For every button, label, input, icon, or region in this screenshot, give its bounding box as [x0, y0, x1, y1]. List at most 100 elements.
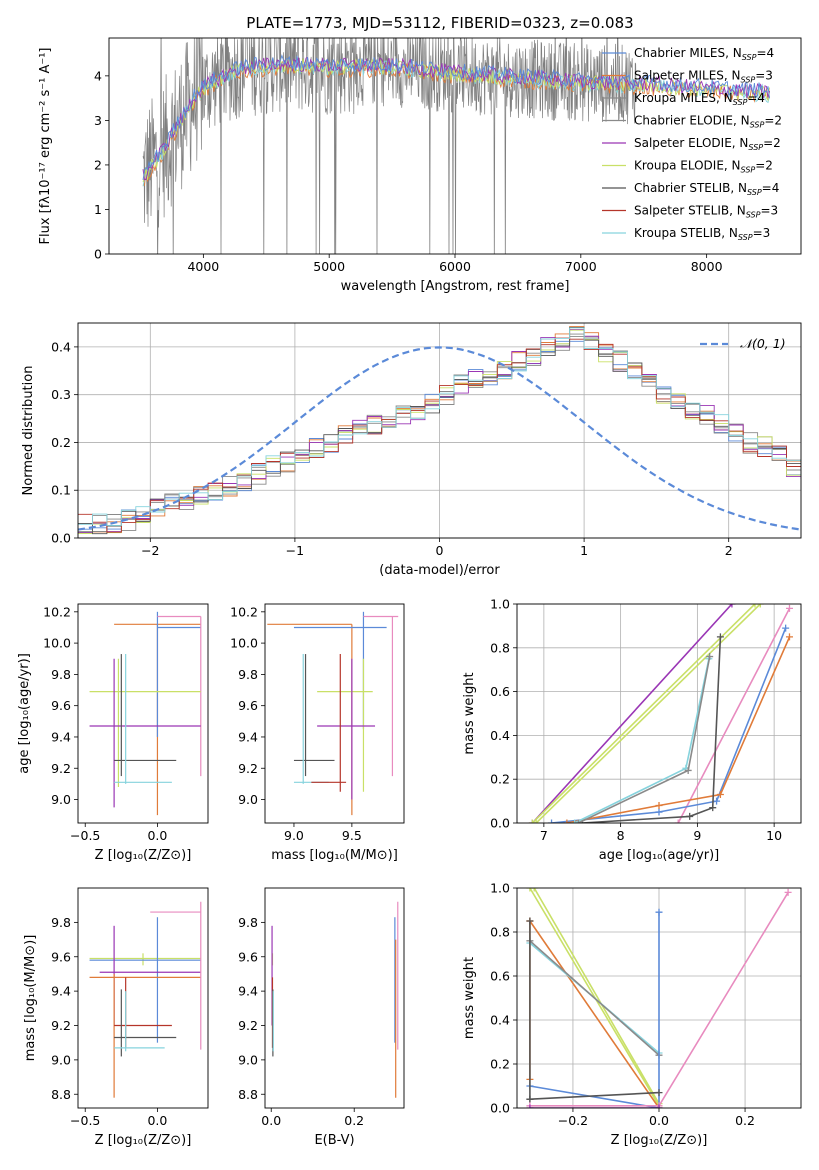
- y-tick-label: 9.2: [51, 761, 71, 776]
- panel-mass_vs_ebv: 0.0 0.2 8.8 9.0 9.2 9.4 9.6 9.8 E(B-V): [238, 887, 405, 1148]
- legend-subscript: SSP: [742, 53, 757, 62]
- legend-label: Salpeter ELODIE, N: [634, 136, 748, 150]
- series-marker: [655, 1104, 663, 1108]
- legend-subscript: SSP: [733, 98, 748, 107]
- x-tick-label: 6000: [439, 259, 471, 274]
- x-tick-label: 9.0: [284, 828, 304, 843]
- series-marker: [706, 653, 714, 661]
- y-tick-label: 0.8: [490, 925, 510, 940]
- y-tick-label: 0.0: [490, 816, 510, 831]
- series-line: [551, 627, 787, 823]
- y-tick-label: 9.2: [51, 1018, 71, 1033]
- y-tick-label: 0.2: [490, 772, 510, 787]
- chart-title: PLATE=1773, MJD=53112, FIBERID=0323, z=0…: [246, 14, 633, 32]
- series-marker: [532, 819, 540, 823]
- x-tick-label: 0.0: [147, 828, 167, 843]
- y-tick-label: 9.8: [51, 915, 71, 930]
- x-tick-label: 0.0: [261, 1113, 281, 1128]
- y-tick-label: 9.8: [238, 915, 258, 930]
- series-marker: [716, 633, 724, 641]
- data-point: [114, 654, 177, 777]
- y-tick-label: 9.8: [238, 667, 258, 682]
- series-marker: [716, 791, 724, 799]
- data-point: [156, 611, 201, 737]
- legend-value: =3: [753, 226, 771, 240]
- series-line: [677, 608, 791, 823]
- x-tick-label: 0.0: [649, 1113, 669, 1128]
- y-tick-label: 10.0: [43, 636, 71, 651]
- series-marker: [655, 808, 663, 816]
- series-marker: [785, 604, 793, 612]
- observed-spectrum: [142, 38, 638, 254]
- series-marker: [782, 624, 790, 632]
- series-line: [535, 604, 761, 823]
- x-tick-label: 0: [436, 543, 444, 558]
- legend-entry: Chabrier ELODIE, NSSP=2: [634, 114, 782, 130]
- x-axis-label: E(B-V): [314, 1133, 354, 1148]
- series-marker: [526, 1095, 534, 1103]
- y-tick-label: 9.2: [238, 1018, 258, 1033]
- plot-area: [89, 611, 202, 816]
- x-tick-label: 8: [617, 828, 625, 843]
- legend-entry: Kroupa MILES, NSSP=4: [634, 91, 765, 107]
- legend-entry: Chabrier MILES, NSSP=4: [634, 46, 774, 62]
- data-point: [89, 658, 201, 788]
- axes-frame: [264, 603, 405, 824]
- legend-label: Salpeter MILES, N: [634, 69, 741, 83]
- legend-label: Chabrier STELIB, N: [634, 181, 747, 195]
- legend-label: Kroupa MILES, N: [634, 91, 733, 105]
- series-marker: [751, 604, 759, 608]
- legend-subscript: SSP: [738, 233, 753, 242]
- legend-subscript: SSP: [747, 188, 762, 197]
- model-spectrum-kroupa_elodie: [142, 58, 770, 183]
- data-point: [293, 654, 329, 784]
- y-tick-label: 9.0: [51, 1052, 71, 1067]
- panel-residual_histogram: −2 −1 0 1 2 0.0 0.1 0.2 0.3 0.4 (data-model)/error…: [21, 322, 802, 578]
- legend-entry: Salpeter ELODIE, NSSP=2: [634, 136, 781, 152]
- legend-subscript: SSP: [748, 143, 763, 152]
- y-tick-label: 9.6: [51, 949, 71, 964]
- y-tick-label: 1.0: [490, 881, 510, 896]
- data-point: [114, 989, 177, 1057]
- plot-area: [271, 901, 399, 1098]
- series-line: [531, 604, 756, 823]
- y-tick-label: 8.8: [238, 1087, 258, 1102]
- histogram-kroupa_miles: [78, 333, 801, 533]
- y-axis-label: mass weight: [462, 672, 477, 754]
- y-tick-label: 0.3: [51, 387, 71, 402]
- legend-entry: Salpeter MILES, NSSP=3: [634, 69, 773, 85]
- y-tick-label: 0.0: [490, 1101, 510, 1116]
- x-tick-label: 0.2: [735, 1113, 755, 1128]
- y-axis-label: Flux [fλ10⁻¹⁷ erg cm⁻² s⁻¹ A⁻¹]: [38, 48, 53, 245]
- series-line: [531, 604, 733, 823]
- y-tick-label: 0.4: [490, 1013, 510, 1028]
- data-point: [267, 623, 353, 816]
- legend-label: Kroupa ELODIE, N: [634, 159, 741, 173]
- histogram-salpeter_stelib: [78, 337, 801, 533]
- plot-area: [526, 888, 792, 1108]
- y-axis-label: age [log₁₀(age/yr)]: [17, 653, 32, 774]
- legend-subscript: SSP: [741, 166, 756, 175]
- y-tick-label: 0.2: [490, 1057, 510, 1072]
- legend-label: Kroupa STELIB, N: [634, 226, 738, 240]
- legend-value: =4: [762, 181, 780, 195]
- legend-subscript: SSP: [746, 211, 761, 220]
- histogram-kroupa_stelib: [78, 327, 801, 526]
- y-tick-label: 0.1: [51, 483, 71, 498]
- x-tick-label: 0.0: [147, 1113, 167, 1128]
- series-marker: [655, 801, 663, 809]
- y-tick-label: 0: [94, 247, 102, 262]
- y-tick-label: 8.8: [51, 1087, 71, 1102]
- legend-value: =2: [755, 159, 773, 173]
- legend-label: 𝒩(0, 1): [740, 336, 786, 351]
- axes-frame: [516, 887, 802, 1109]
- legend-label: Chabrier MILES, N: [634, 46, 742, 60]
- y-tick-label: 9.4: [51, 984, 71, 999]
- x-tick-label: 0.2: [344, 1113, 364, 1128]
- plot-area: [89, 901, 202, 1098]
- y-axis-label: mass weight: [462, 957, 477, 1039]
- y-tick-label: 9.4: [51, 729, 71, 744]
- data-point: [89, 658, 201, 808]
- y-tick-label: 0.6: [490, 969, 510, 984]
